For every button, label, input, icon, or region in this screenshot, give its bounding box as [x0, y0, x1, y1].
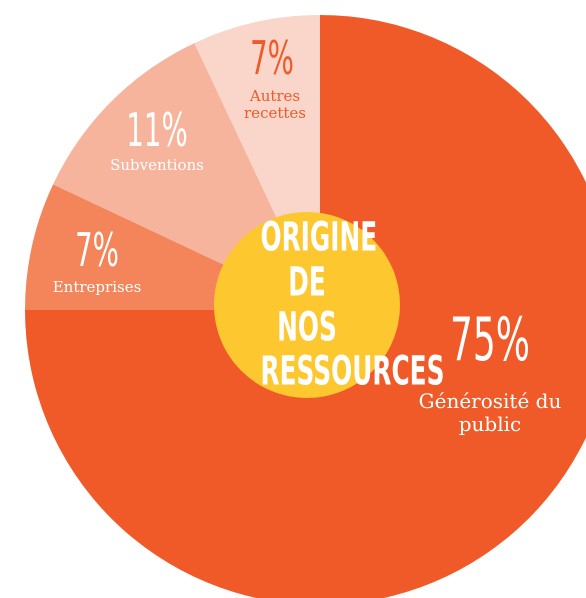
- value-label: 75%: [449, 305, 531, 375]
- pie-slice: [25, 15, 586, 598]
- value-label: 7%: [75, 223, 119, 277]
- value-label: 11%: [126, 103, 188, 157]
- chart-title: ORIGINE DE NOS RESSOURCES: [260, 214, 445, 395]
- category-label: Autres recettes: [244, 87, 306, 123]
- category-label: Entreprises: [52, 278, 142, 296]
- value-label: 7%: [250, 31, 294, 85]
- category-label: Générosité du public: [418, 389, 562, 436]
- center-circle: [214, 212, 400, 398]
- category-label: Subventions: [110, 156, 204, 174]
